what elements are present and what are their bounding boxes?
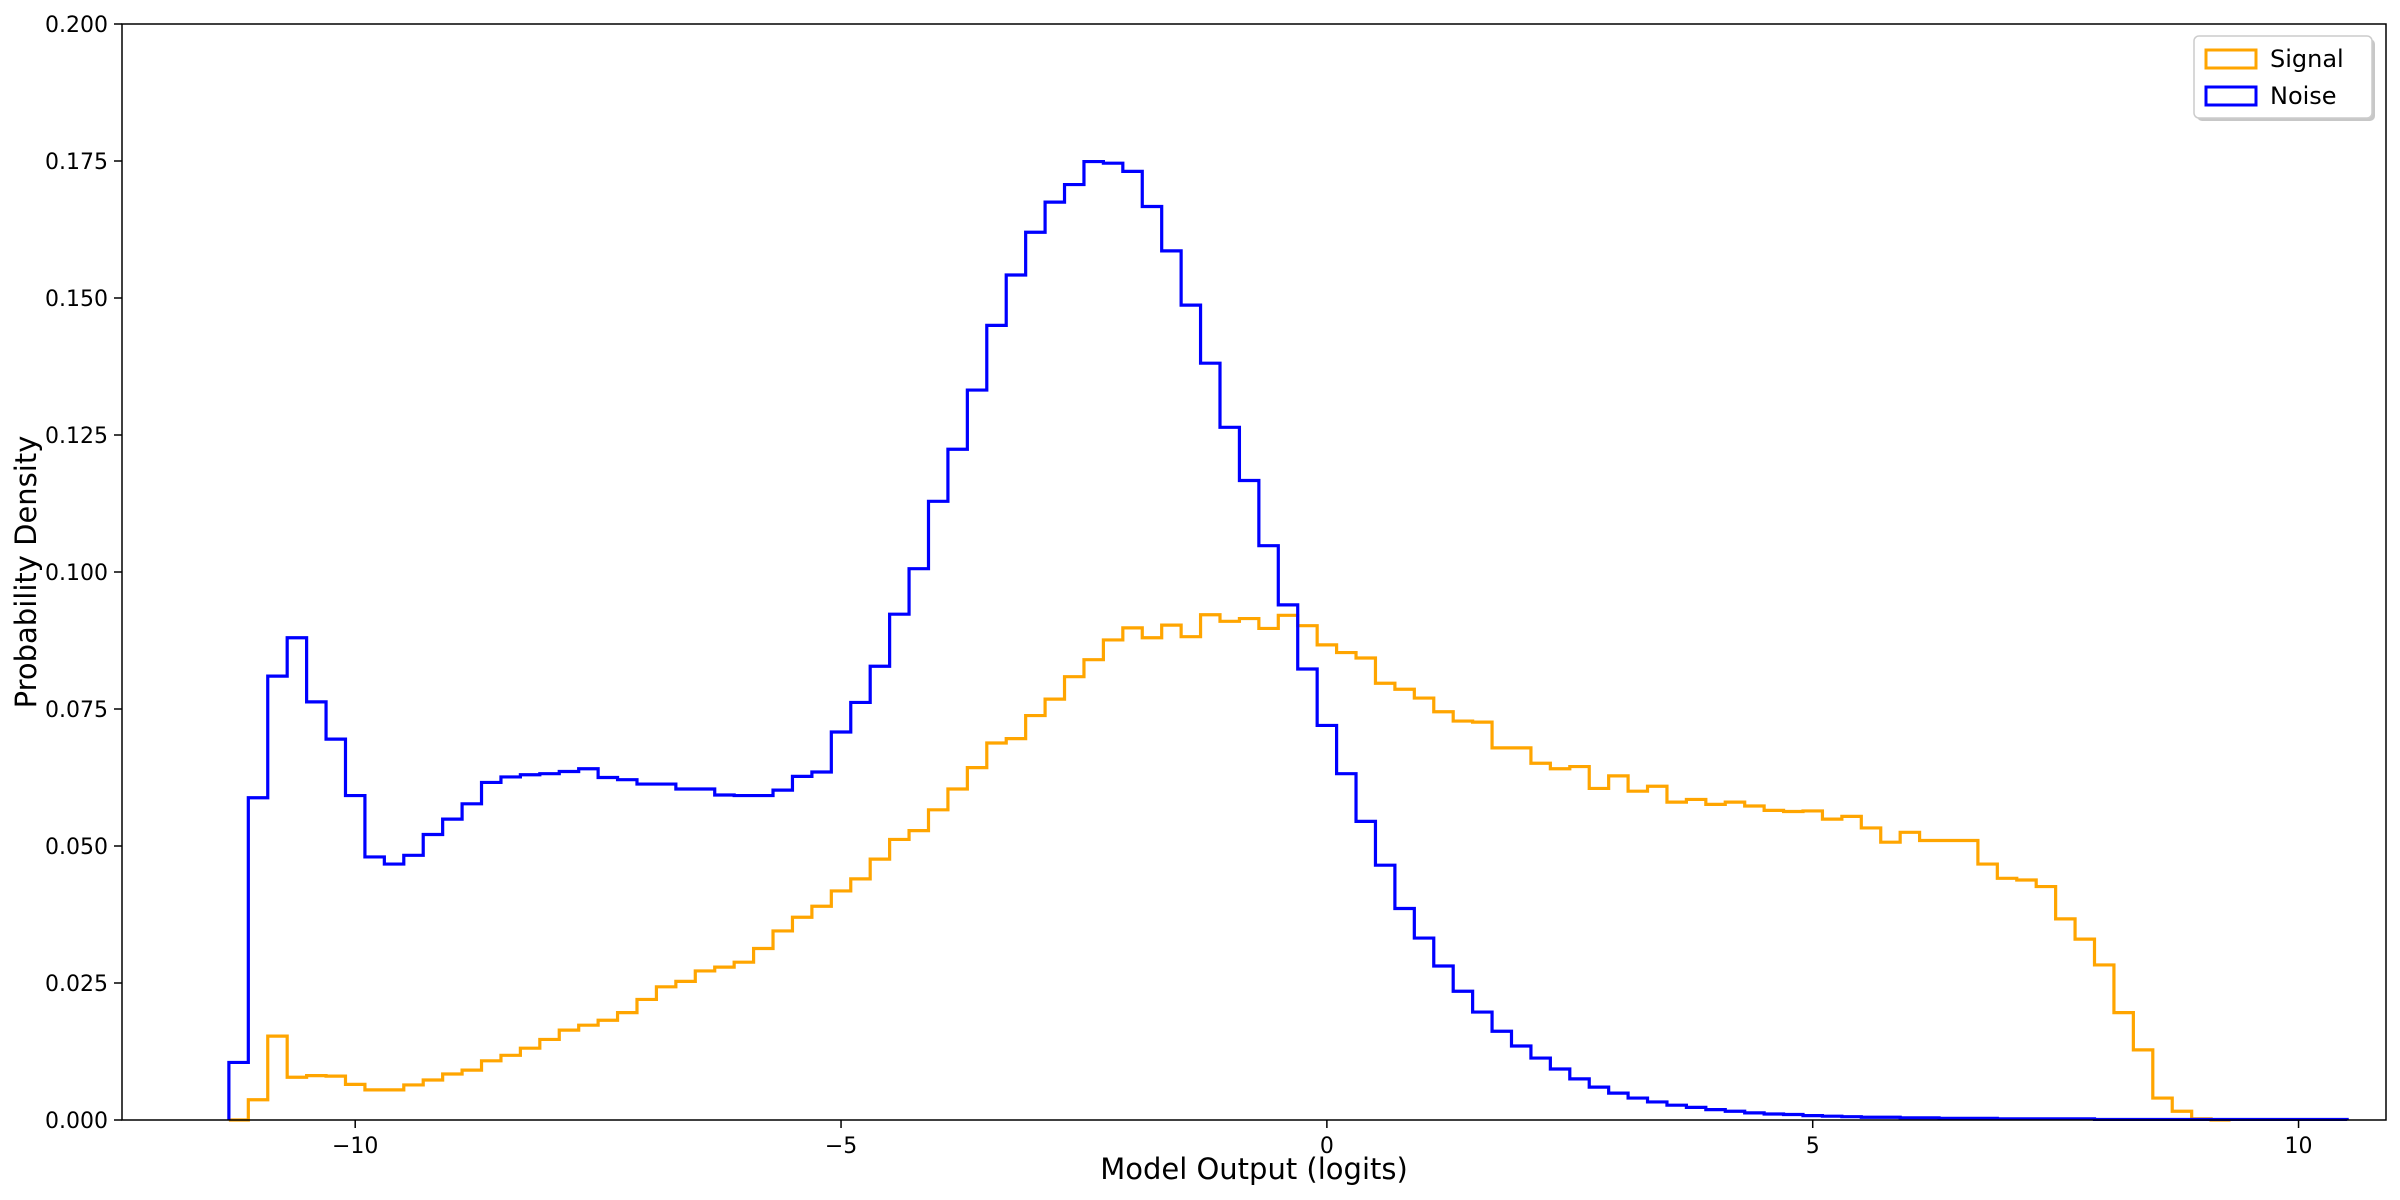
y-axis-title: Probability Density	[9, 436, 43, 709]
y-axis-ticks: 0.000 0.025 0.050 0.075 0.100 0.125 0.150 0.175…	[45, 13, 122, 1134]
x-tick-label: 0	[1320, 1134, 1334, 1159]
y-tick-label: 0.050	[45, 835, 108, 860]
legend: Signal Noise	[2193, 35, 2375, 121]
signal-legend-label: Signal	[2270, 45, 2344, 73]
y-tick-label: 0.200	[45, 13, 108, 38]
x-tick-label: −5	[825, 1134, 857, 1159]
y-tick-label: 0.150	[45, 287, 108, 312]
y-tick-label: 0.125	[45, 424, 108, 449]
noise-legend-swatch	[2204, 85, 2258, 107]
x-tick-label: −10	[332, 1134, 378, 1159]
y-tick-label: 0.175	[45, 150, 108, 175]
y-tick-label: 0.025	[45, 972, 108, 997]
noise-legend-label: Noise	[2270, 82, 2337, 110]
x-axis-title: Model Output (logits)	[1100, 1152, 1408, 1186]
y-tick-label: 0.100	[45, 561, 108, 586]
y-tick-label: 0.075	[45, 698, 108, 723]
series-layer	[227, 159, 2349, 1122]
x-tick-label: 5	[1806, 1134, 1820, 1159]
plot-frame	[121, 23, 2387, 1121]
x-tick-label: 10	[2285, 1134, 2313, 1159]
x-axis-ticks: −10 −5 0 5 10	[332, 1120, 2313, 1159]
legend-box	[2193, 35, 2373, 119]
y-tick-label: 0.000	[45, 1109, 108, 1134]
signal-legend-swatch	[2204, 48, 2258, 70]
signal-histogram-series	[228, 613, 2231, 1122]
noise-histogram-series	[227, 159, 2349, 1122]
